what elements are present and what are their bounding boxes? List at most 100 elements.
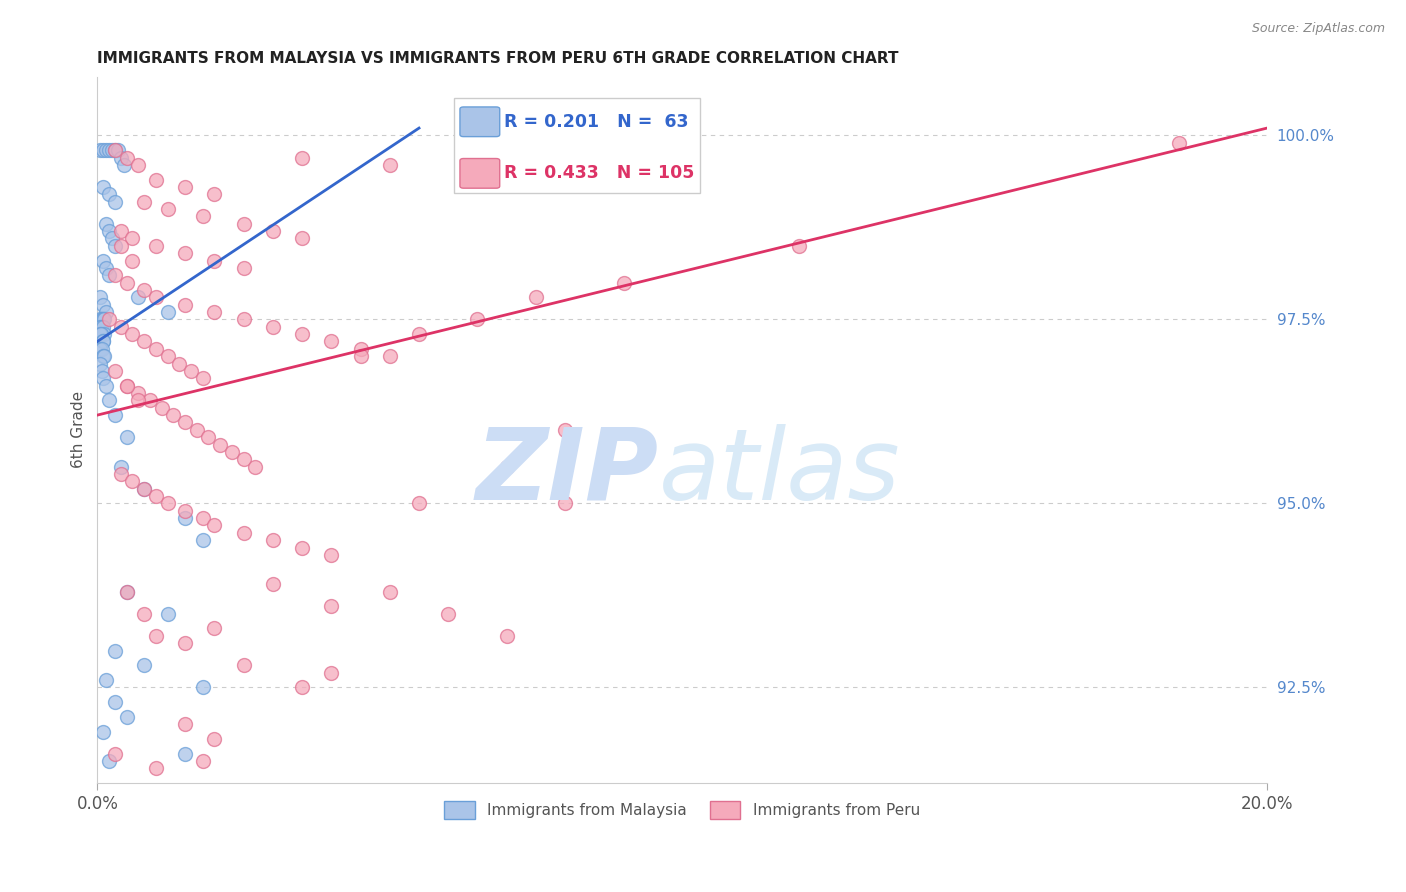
Point (186, 423, 208, 437)
Y-axis label: 6th Grade: 6th Grade (72, 392, 86, 468)
Point (202, 253, 225, 268)
Point (554, 496, 576, 510)
Point (134, 658, 156, 673)
Point (91, 334, 114, 349)
Point (495, 629, 517, 643)
Point (145, 172, 167, 186)
Point (104, 747, 127, 761)
Point (232, 312, 254, 326)
Point (349, 349, 371, 363)
Point (91, 312, 114, 326)
Point (262, 224, 284, 238)
Point (94, 260, 117, 275)
Point (91, 143, 114, 157)
Point (89, 143, 111, 157)
Point (127, 386, 149, 401)
Point (134, 194, 156, 209)
Point (202, 622, 225, 636)
Point (94, 378, 117, 392)
Point (94, 143, 117, 157)
Point (89, 319, 111, 334)
Point (112, 158, 135, 172)
Point (202, 305, 225, 319)
Point (110, 224, 132, 238)
Point (156, 607, 179, 621)
Point (110, 319, 132, 334)
Point (245, 459, 267, 474)
Point (115, 276, 138, 290)
Point (174, 511, 197, 525)
Point (91, 364, 114, 378)
Point (134, 334, 156, 349)
Point (174, 747, 197, 761)
Text: Source: ZipAtlas.com: Source: ZipAtlas.com (1251, 22, 1385, 36)
Point (554, 423, 576, 437)
Point (104, 143, 127, 157)
Point (174, 298, 197, 312)
Point (167, 357, 190, 371)
Point (127, 158, 149, 172)
Point (156, 202, 179, 216)
FancyBboxPatch shape (460, 107, 499, 136)
Point (134, 482, 156, 496)
Point (162, 408, 184, 422)
Point (145, 629, 167, 643)
Point (91, 371, 114, 385)
Point (291, 151, 314, 165)
Point (321, 665, 343, 680)
Point (291, 327, 314, 342)
Point (91, 298, 114, 312)
Point (156, 496, 179, 510)
Point (467, 312, 489, 326)
Point (104, 268, 127, 283)
Point (104, 408, 127, 422)
Point (90, 319, 112, 334)
Legend: Immigrants from Malaysia, Immigrants from Peru: Immigrants from Malaysia, Immigrants fro… (439, 795, 927, 825)
Point (191, 210, 214, 224)
Point (232, 452, 254, 467)
Point (321, 548, 343, 562)
FancyBboxPatch shape (454, 98, 700, 194)
Point (232, 525, 254, 540)
Point (89, 290, 111, 304)
Text: atlas: atlas (659, 424, 900, 521)
Text: IMMIGRANTS FROM MALAYSIA VS IMMIGRANTS FROM PERU 6TH GRADE CORRELATION CHART: IMMIGRANTS FROM MALAYSIA VS IMMIGRANTS F… (97, 51, 898, 66)
Point (378, 158, 401, 172)
Point (221, 445, 243, 459)
Point (91, 342, 114, 356)
Point (91, 253, 114, 268)
Point (408, 327, 430, 342)
Point (1168, 136, 1191, 150)
Point (202, 731, 225, 746)
FancyBboxPatch shape (460, 159, 499, 188)
Point (115, 378, 138, 392)
Point (209, 437, 232, 451)
Point (174, 246, 197, 260)
Point (156, 305, 179, 319)
Point (91, 319, 114, 334)
Point (437, 607, 460, 621)
Point (145, 489, 167, 503)
Point (174, 416, 197, 430)
Point (145, 761, 167, 775)
Point (127, 393, 149, 408)
Text: R = 0.201   N =  63: R = 0.201 N = 63 (505, 112, 689, 131)
Point (524, 290, 547, 304)
Point (378, 349, 401, 363)
Point (191, 681, 214, 695)
Point (98, 312, 121, 326)
Point (232, 260, 254, 275)
Point (150, 401, 173, 415)
Point (139, 393, 162, 408)
Point (262, 319, 284, 334)
Point (110, 459, 132, 474)
Point (134, 482, 156, 496)
Text: ZIP: ZIP (475, 424, 659, 521)
Point (145, 239, 167, 253)
Point (291, 231, 314, 245)
Point (93, 312, 115, 326)
Point (91, 334, 114, 349)
Point (174, 717, 197, 731)
Point (262, 577, 284, 591)
Point (191, 754, 214, 768)
